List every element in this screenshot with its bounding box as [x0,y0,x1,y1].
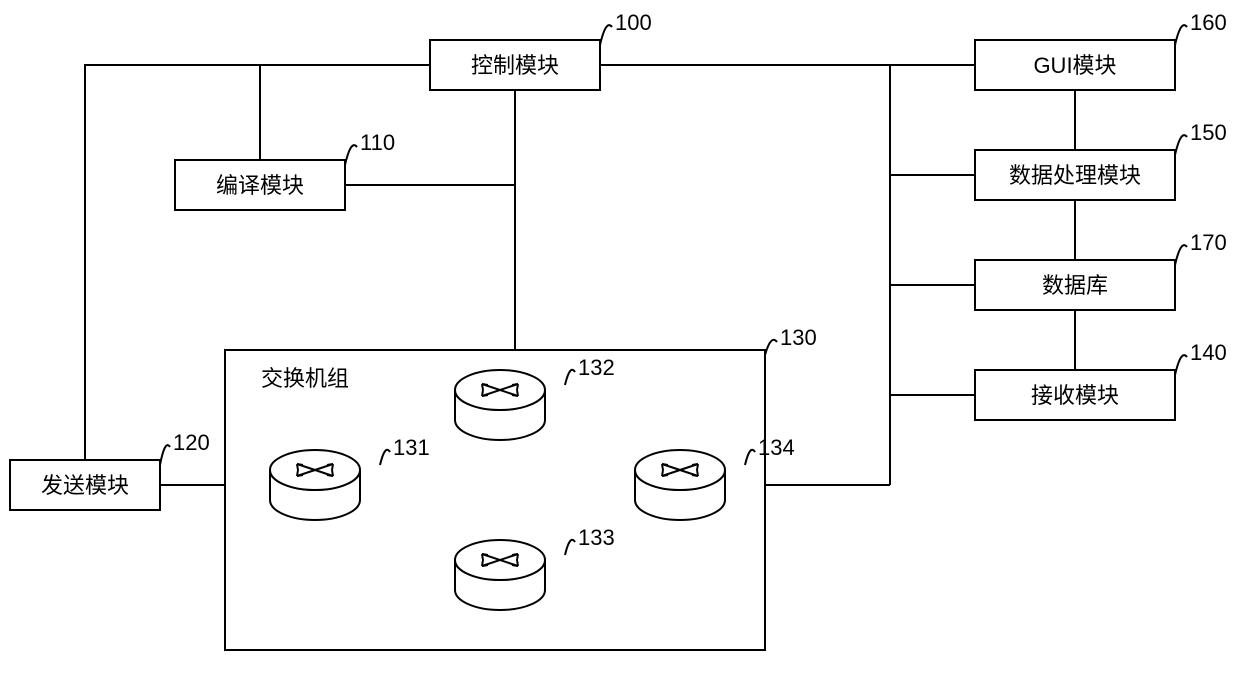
r134-router [635,450,725,520]
svg-text:控制模块: 控制模块 [471,53,559,78]
r132-router [455,370,545,440]
svg-text:131: 131 [393,435,430,460]
svg-text:132: 132 [578,355,615,380]
svg-text:170: 170 [1190,230,1227,255]
svg-text:交换机组: 交换机组 [261,366,349,391]
r131-router [270,450,360,520]
svg-text:133: 133 [578,525,615,550]
svg-text:发送模块: 发送模块 [41,473,129,498]
svg-text:134: 134 [758,435,795,460]
svg-text:数据处理模块: 数据处理模块 [1009,163,1141,188]
svg-text:GUI模块: GUI模块 [1033,53,1116,78]
svg-text:100: 100 [615,10,652,35]
svg-text:编译模块: 编译模块 [216,173,304,198]
svg-text:140: 140 [1190,340,1227,365]
r133-router [455,540,545,610]
svg-text:160: 160 [1190,10,1227,35]
svg-text:120: 120 [173,430,210,455]
svg-text:130: 130 [780,325,817,350]
svg-text:110: 110 [360,130,395,155]
svg-text:数据库: 数据库 [1042,273,1108,298]
svg-text:150: 150 [1190,120,1227,145]
svg-text:接收模块: 接收模块 [1031,383,1119,408]
